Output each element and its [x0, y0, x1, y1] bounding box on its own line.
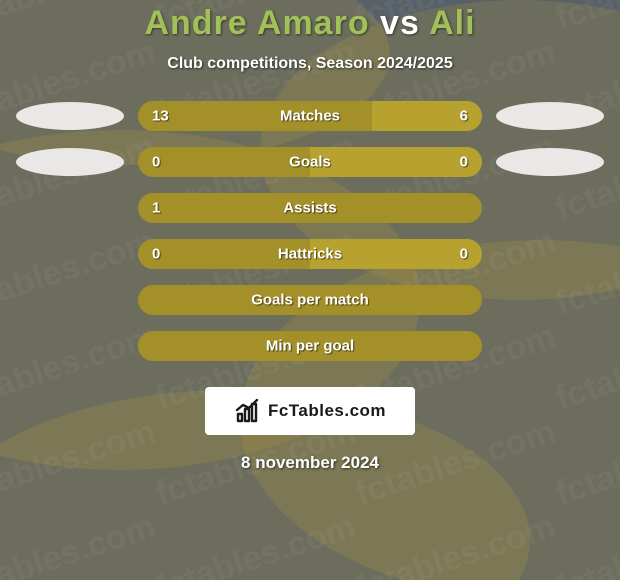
stat-label: Goals	[289, 154, 331, 171]
stat-value-left: 1	[152, 200, 160, 217]
stats-container: Matches136Goals00Assists1Hattricks00Goal…	[16, 101, 604, 377]
stat-value-left: 13	[152, 108, 169, 125]
stat-label: Min per goal	[266, 338, 354, 355]
stat-bar: Matches 13 6	[138, 101, 482, 131]
stat-bar: Hattricks 0 0	[138, 239, 482, 269]
stat-row: Min per goal	[16, 331, 604, 361]
player-right-marker	[496, 102, 604, 130]
footer-date: 8 november 2024	[241, 453, 379, 473]
stat-value-right: 0	[460, 154, 468, 171]
stat-bar: Goals 0 0	[138, 147, 482, 177]
stat-row: Goals 0 0	[16, 147, 604, 177]
page-title: Andre Amaro vs Ali	[144, 4, 475, 43]
logo-chart-icon	[234, 397, 262, 425]
stat-bar-left	[138, 147, 310, 177]
subtitle: Club competitions, Season 2024/2025	[167, 55, 452, 73]
stat-bar: Min per goal	[138, 331, 482, 361]
stat-row: Assists 1	[16, 193, 604, 223]
stat-row: Hattricks 0 0	[16, 239, 604, 269]
stat-bar: Assists 1	[138, 193, 482, 223]
player-left-marker	[16, 102, 124, 130]
stat-label: Goals per match	[251, 292, 369, 309]
stat-value-left: 0	[152, 246, 160, 263]
stat-value-right: 6	[460, 108, 468, 125]
stat-bar: Goals per match	[138, 285, 482, 315]
stat-value-left: 0	[152, 154, 160, 171]
logo-text: FcTables.com	[268, 401, 386, 421]
stat-value-right: 0	[460, 246, 468, 263]
stat-label: Matches	[280, 108, 340, 125]
player-left-marker	[16, 148, 124, 176]
fctables-logo: FcTables.com	[205, 387, 415, 435]
stat-label: Hattricks	[278, 246, 342, 263]
stat-row: Goals per match	[16, 285, 604, 315]
stat-bar-right	[310, 147, 482, 177]
player-right-marker	[496, 148, 604, 176]
stat-label: Assists	[283, 200, 336, 217]
stat-row: Matches 13 6	[16, 101, 604, 131]
